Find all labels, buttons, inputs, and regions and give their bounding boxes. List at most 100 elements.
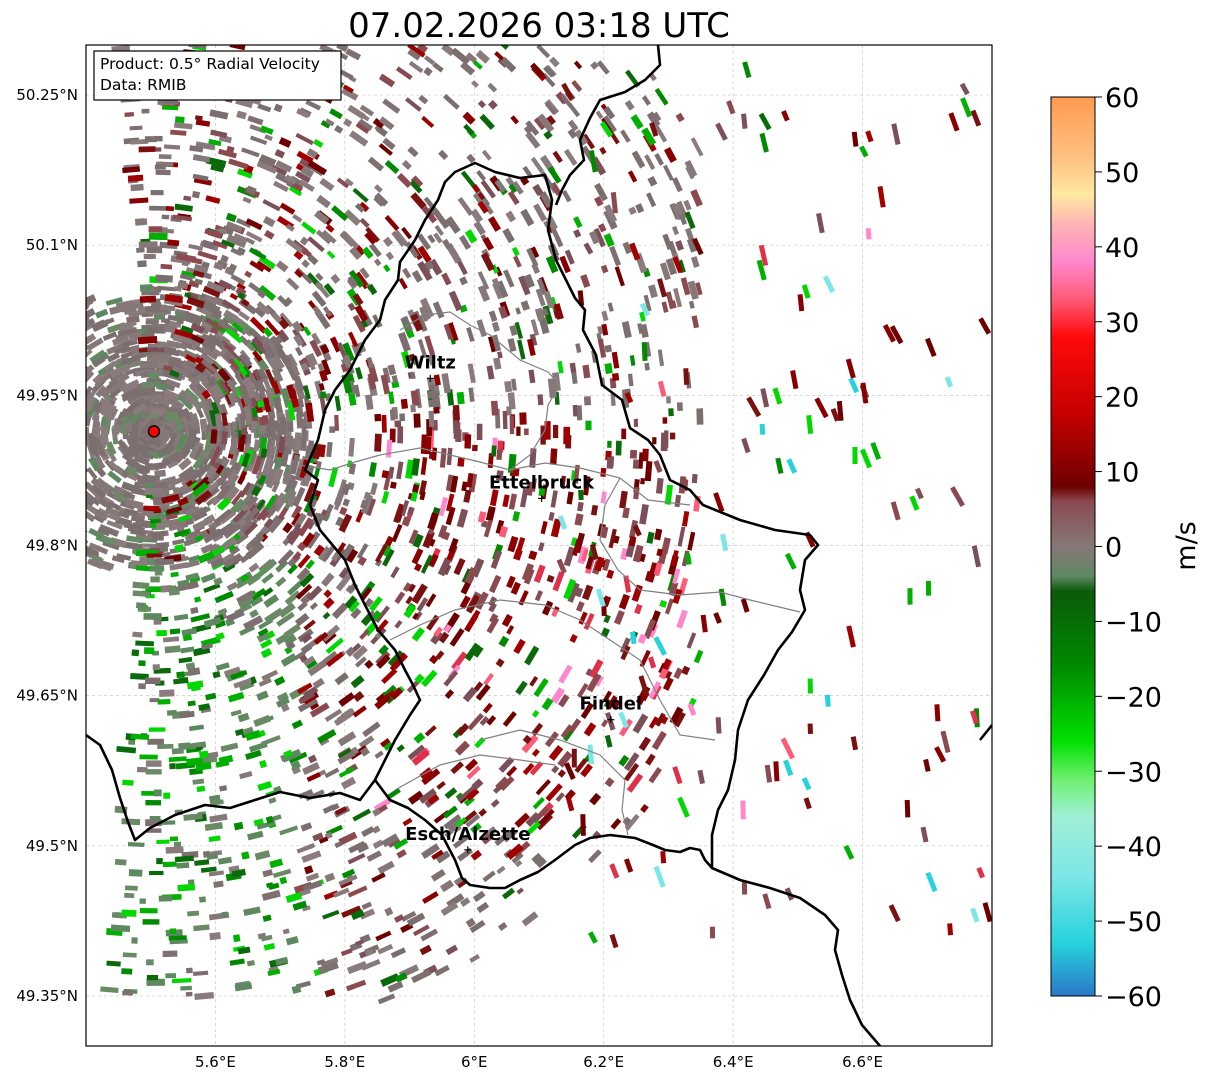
velocity-echo — [12, 448, 20, 460]
velocity-echo — [417, 245, 432, 263]
velocity-echo — [433, 374, 441, 386]
velocity-echo — [410, 371, 416, 380]
velocity-echo — [507, 392, 514, 402]
velocity-echo — [21, 448, 29, 464]
velocity-echo — [560, 93, 573, 108]
velocity-echo — [248, 562, 260, 573]
velocity-echo — [564, 762, 576, 780]
velocity-echo — [561, 190, 572, 203]
velocity-echo — [512, 180, 524, 195]
velocity-echo — [13, 348, 28, 367]
velocity-echo — [639, 323, 649, 338]
velocity-echo — [713, 612, 722, 624]
velocity-echo — [516, 536, 526, 553]
velocity-echo — [601, 310, 609, 322]
velocity-echo — [511, 852, 524, 864]
velocity-echo — [10, 356, 23, 373]
velocity-echo — [264, 319, 280, 336]
velocity-echo — [111, 45, 131, 52]
velocity-echo — [295, 170, 311, 184]
velocity-echo — [213, 261, 224, 271]
velocity-echo — [159, 402, 176, 414]
velocity-echo — [476, 423, 483, 441]
velocity-echo — [184, 506, 198, 518]
velocity-echo — [359, 217, 370, 228]
velocity-echo — [201, 643, 214, 650]
velocity-echo — [165, 973, 177, 979]
velocity-echo — [865, 130, 874, 143]
velocity-echo — [15, 494, 27, 510]
velocity-echo — [22, 488, 34, 502]
velocity-echo — [45, 357, 61, 376]
velocity-echo — [610, 393, 616, 406]
velocity-echo — [653, 561, 663, 576]
velocity-echo — [193, 177, 213, 186]
velocity-echo — [352, 705, 367, 718]
velocity-echo — [194, 362, 207, 374]
velocity-echo — [773, 761, 780, 782]
velocity-echo — [420, 457, 428, 475]
velocity-echo — [135, 602, 147, 609]
velocity-echo — [406, 506, 415, 516]
velocity-echo — [301, 850, 322, 863]
velocity-echo — [250, 596, 264, 607]
velocity-echo — [824, 694, 831, 707]
velocity-echo — [3, 477, 17, 497]
velocity-echo — [661, 658, 672, 671]
velocity-echo — [970, 710, 979, 725]
velocity-echo — [136, 766, 148, 773]
velocity-echo — [583, 396, 592, 406]
velocity-echo — [533, 203, 548, 222]
velocity-echo — [371, 872, 386, 883]
velocity-echo — [383, 264, 391, 273]
velocity-echo — [401, 910, 417, 922]
velocity-echo — [347, 885, 368, 898]
velocity-echo — [154, 164, 166, 170]
velocity-echo — [221, 299, 241, 314]
velocity-echo — [646, 531, 655, 544]
velocity-echo — [86, 448, 87, 465]
velocity-echo — [121, 386, 140, 401]
velocity-echo — [238, 310, 251, 321]
velocity-echo — [67, 473, 77, 486]
velocity-echo — [632, 524, 642, 537]
velocity-echo — [488, 574, 502, 594]
velocity-echo — [210, 163, 225, 173]
velocity-echo — [582, 133, 596, 150]
velocity-echo — [98, 523, 120, 538]
velocity-echo — [537, 113, 555, 133]
velocity-echo — [340, 948, 353, 957]
velocity-echo — [206, 553, 223, 565]
velocity-echo — [321, 572, 335, 587]
velocity-echo — [469, 953, 480, 963]
velocity-echo — [349, 130, 369, 147]
velocity-echo — [35, 447, 44, 461]
velocity-echo — [267, 968, 281, 977]
velocity-echo — [587, 744, 595, 765]
velocity-echo — [550, 518, 562, 538]
velocity-echo — [602, 558, 611, 572]
velocity-echo — [296, 413, 304, 429]
velocity-echo — [511, 246, 520, 257]
velocity-echo — [489, 489, 499, 507]
velocity-echo — [210, 495, 221, 506]
velocity-echo — [130, 514, 145, 523]
velocity-echo — [408, 529, 419, 545]
velocity-echo — [105, 296, 123, 306]
velocity-echo — [483, 519, 493, 538]
radar-site-marker[interactable] — [147, 425, 161, 438]
velocity-echo — [348, 437, 355, 457]
velocity-echo — [381, 833, 399, 848]
velocity-echo — [524, 645, 540, 666]
velocity-echo — [336, 177, 350, 189]
velocity-echo — [144, 677, 161, 685]
velocity-echo — [190, 323, 205, 335]
velocity-echo — [970, 907, 980, 923]
velocity-echo — [466, 153, 476, 164]
velocity-echo — [237, 712, 250, 723]
velocity-echo — [598, 558, 606, 568]
velocity-echo — [413, 413, 421, 428]
velocity-echo — [263, 336, 280, 354]
